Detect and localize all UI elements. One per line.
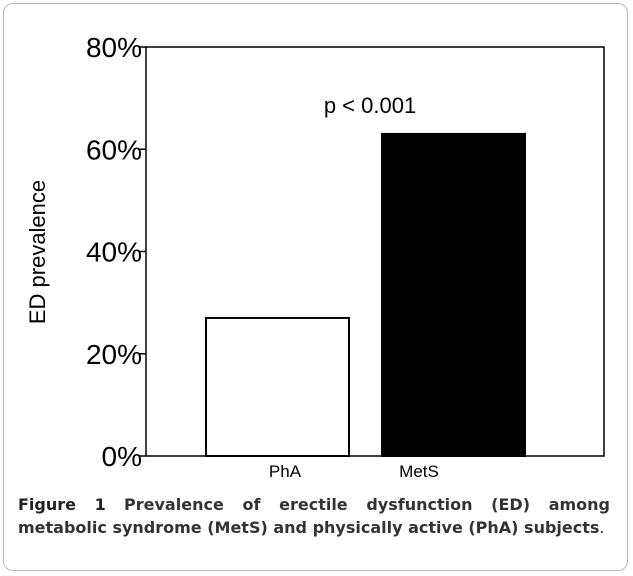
x-tick-label-pha: PhA: [269, 462, 302, 481]
y-tick-label: 20%: [86, 339, 142, 370]
bars: [205, 132, 526, 457]
y-tick-label: 60%: [86, 134, 142, 165]
bar-pha: [205, 316, 350, 457]
figure-caption-end: .: [599, 518, 605, 537]
x-axis-ticks: PhA MetS: [269, 462, 439, 481]
figure-caption-text: Prevalence of erectile dysfunction (ED) …: [18, 495, 610, 537]
x-tick-label-mets: MetS: [399, 462, 439, 481]
figure-label: Figure 1: [18, 495, 106, 514]
y-tick-label: 0%: [102, 441, 142, 472]
y-axis-label: ED prevalence: [25, 180, 50, 324]
y-tick-label: 80%: [86, 32, 142, 63]
y-tick-label: 40%: [86, 237, 142, 268]
p-value-annotation: p < 0.001: [324, 93, 416, 118]
figure-caption: Figure 1 Prevalence of erectile dysfunct…: [18, 493, 610, 539]
bar-mets: [381, 132, 526, 457]
bar-chart: 0% 20% 40% 60% 80% PhA MetS ED prevalence p <…: [25, 32, 605, 481]
y-axis-ticks: 0% 20% 40% 60% 80%: [86, 32, 146, 472]
